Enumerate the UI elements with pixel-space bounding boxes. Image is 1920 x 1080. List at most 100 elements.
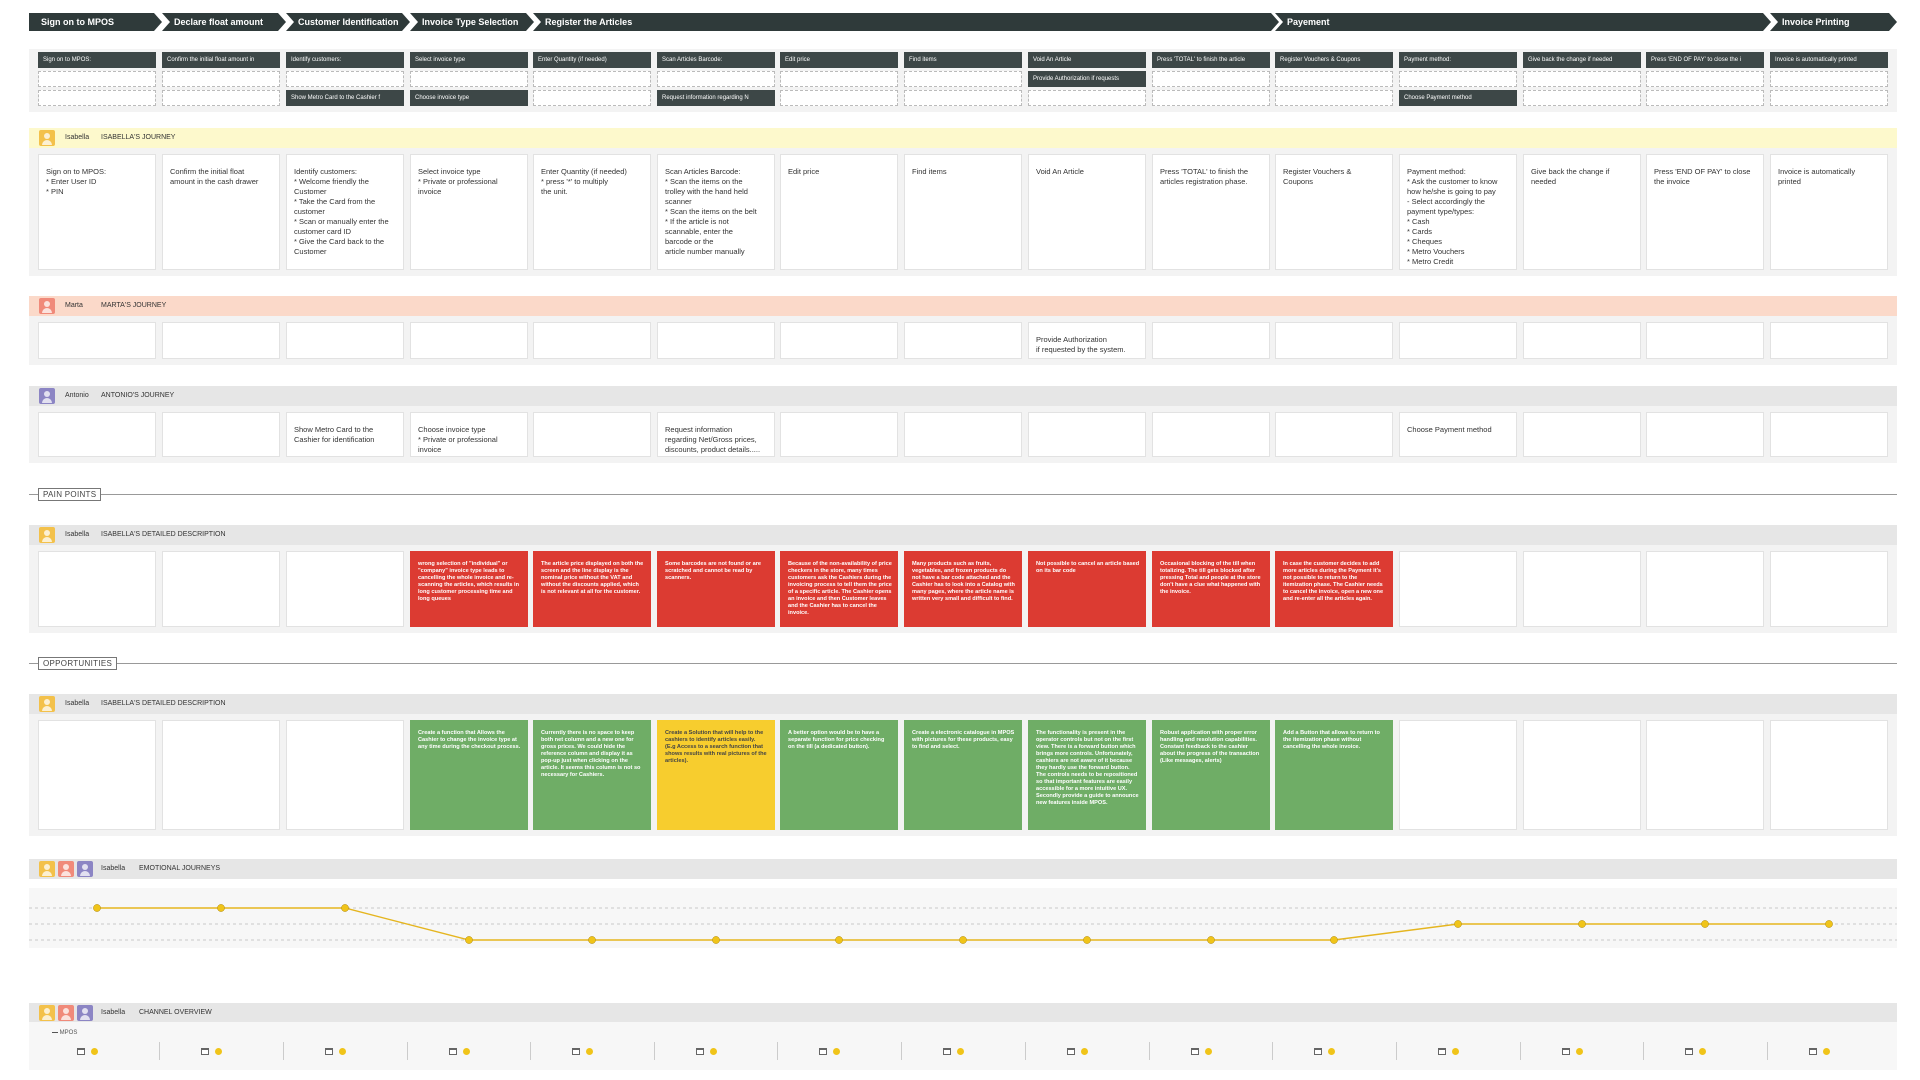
summary-cell: Scan Articles Barcode: bbox=[657, 52, 775, 68]
column-divider bbox=[530, 1042, 531, 1060]
pain-points-label: PAIN POINTS bbox=[38, 488, 102, 501]
summary-cell bbox=[1275, 90, 1393, 106]
phase-step[interactable]: Invoice Type Selection bbox=[410, 13, 534, 31]
summary-cell: Enter Quantity (if needed) bbox=[533, 52, 651, 68]
summary-cell: Payment method: bbox=[1399, 52, 1517, 68]
summary-cell bbox=[286, 71, 404, 87]
column-divider bbox=[654, 1042, 655, 1060]
isabella-journey-card: Scan Articles Barcode: * Scan the items … bbox=[657, 154, 775, 270]
emotion-dot-icon bbox=[833, 1048, 840, 1055]
emotion-dot-icon bbox=[957, 1048, 964, 1055]
empty-slot bbox=[1646, 551, 1764, 627]
channel-legend-label: MPOS bbox=[59, 1030, 78, 1036]
pain-point-note: Not possible to cancel an article based … bbox=[1028, 551, 1146, 627]
emotion-dot-icon bbox=[710, 1048, 717, 1055]
antonio-avatar-icon bbox=[39, 388, 55, 404]
column-divider bbox=[1520, 1042, 1521, 1060]
emotion-dot-icon bbox=[1699, 1048, 1706, 1055]
isabella-avatar-icon bbox=[39, 130, 55, 146]
isabella-journey-card: Edit price bbox=[780, 154, 898, 270]
empty-slot bbox=[162, 720, 280, 830]
summary-cell bbox=[410, 71, 528, 87]
persona-name: Antonio bbox=[65, 392, 89, 399]
isabella-journey-card: Identify customers: * Welcome friendly t… bbox=[286, 154, 404, 270]
summary-cell: Choose Payment method bbox=[1399, 90, 1517, 106]
empty-slot bbox=[38, 720, 156, 830]
section-title: ISABELLA'S DETAILED DESCRIPTION bbox=[101, 700, 226, 707]
phase-step[interactable]: Customer Identification bbox=[286, 13, 410, 31]
isabella-journey-card: Enter Quantity (if needed) * press '*' t… bbox=[533, 154, 651, 270]
summary-cell bbox=[1152, 71, 1270, 87]
isabella-journey-card: Sign on to MPOS: * Enter User ID * PIN bbox=[38, 154, 156, 270]
empty-slot bbox=[1646, 720, 1764, 830]
summary-cell: Press 'TOTAL' to finish the article bbox=[1152, 52, 1270, 68]
summary-cell bbox=[162, 90, 280, 106]
device-icon bbox=[696, 1048, 704, 1055]
isabella-journey-card: Find items bbox=[904, 154, 1022, 270]
antonio-journey-card: Choose invoice type * Private or profess… bbox=[410, 412, 528, 457]
emotion-point bbox=[1825, 920, 1833, 928]
channel-header: Isabella CHANNEL OVERVIEW bbox=[29, 1003, 1897, 1023]
persona-name: Isabella bbox=[65, 134, 90, 141]
marta-journey-card bbox=[1275, 322, 1393, 359]
phase-step[interactable]: Declare float amount bbox=[162, 13, 286, 31]
summary-cell: Request information regarding N bbox=[657, 90, 775, 106]
opportunity-note: A better option would be to have a separ… bbox=[780, 720, 898, 830]
marta-lane-header: Marta MARTA'S JOURNEY bbox=[29, 296, 1897, 316]
legend-line-icon bbox=[52, 1031, 58, 1033]
opportunities-header: Isabella ISABELLA'S DETAILED DESCRIPTION bbox=[29, 694, 1897, 714]
isabella-avatar-icon bbox=[39, 1005, 55, 1021]
antonio-journey-card: Show Metro Card to the Cashier for ident… bbox=[286, 412, 404, 457]
phase-step[interactable]: Payement bbox=[1275, 13, 1771, 31]
phase-step[interactable]: Sign on to MPOS bbox=[29, 13, 162, 31]
empty-slot bbox=[1399, 720, 1517, 830]
summary-cell bbox=[904, 71, 1022, 87]
emotion-line bbox=[97, 907, 1829, 941]
summary-cell: Show Metro Card to the Cashier f bbox=[286, 90, 404, 106]
persona-name: Marta bbox=[65, 302, 83, 309]
persona-name: Isabella bbox=[101, 1009, 126, 1016]
empty-slot bbox=[38, 551, 156, 627]
marta-journey-card bbox=[286, 322, 404, 359]
marta-journey-card bbox=[1399, 322, 1517, 359]
persona-name: Isabella bbox=[101, 865, 126, 872]
channel-area bbox=[29, 1022, 1897, 1070]
isabella-journey-card: Payment method: * Ask the customer to kn… bbox=[1399, 154, 1517, 270]
pain-point-note: In case the customer decides to add more… bbox=[1275, 551, 1393, 627]
marta-journey-card bbox=[410, 322, 528, 359]
emotion-point bbox=[1578, 920, 1586, 928]
phase-step[interactable]: Invoice Printing bbox=[1770, 13, 1897, 31]
antonio-journey-card: Choose Payment method bbox=[1399, 412, 1517, 457]
summary-cell: Invoice is automatically printed bbox=[1770, 52, 1888, 68]
summary-cell: Identify customers: bbox=[286, 52, 404, 68]
opportunity-note: Add a Button that allows to return to th… bbox=[1275, 720, 1393, 830]
emotion-point bbox=[712, 936, 720, 944]
marta-journey-card bbox=[533, 322, 651, 359]
antonio-journey-card bbox=[904, 412, 1022, 457]
empty-slot bbox=[162, 551, 280, 627]
column-divider bbox=[159, 1042, 160, 1060]
summary-cell: Edit price bbox=[780, 52, 898, 68]
emotion-point bbox=[588, 936, 596, 944]
emotion-dot-icon bbox=[215, 1048, 222, 1055]
antonio-avatar-icon bbox=[77, 861, 93, 877]
isabella-lane-header: Isabella ISABELLA'S JOURNEY bbox=[29, 128, 1897, 148]
isabella-avatar-icon bbox=[39, 527, 55, 543]
summary-cell bbox=[657, 71, 775, 87]
opportunity-note: The functionality is present in the oper… bbox=[1028, 720, 1146, 830]
summary-cell bbox=[1028, 90, 1146, 106]
emotion-dot-icon bbox=[91, 1048, 98, 1055]
empty-slot bbox=[1523, 720, 1641, 830]
phase-step[interactable]: Register the Articles bbox=[533, 13, 1279, 31]
column-divider bbox=[1149, 1042, 1150, 1060]
device-icon bbox=[1314, 1048, 1322, 1055]
marta-journey-card bbox=[162, 322, 280, 359]
marta-journey-card bbox=[780, 322, 898, 359]
antonio-journey-card bbox=[533, 412, 651, 457]
isabella-journey-card: Give back the change if needed bbox=[1523, 154, 1641, 270]
summary-cell: Give back the change if needed bbox=[1523, 52, 1641, 68]
antonio-avatar-icon bbox=[77, 1005, 93, 1021]
antonio-journey-card bbox=[1275, 412, 1393, 457]
isabella-avatar-icon bbox=[39, 696, 55, 712]
isabella-journey-card: Press 'END OF PAY' to close the invoice bbox=[1646, 154, 1764, 270]
